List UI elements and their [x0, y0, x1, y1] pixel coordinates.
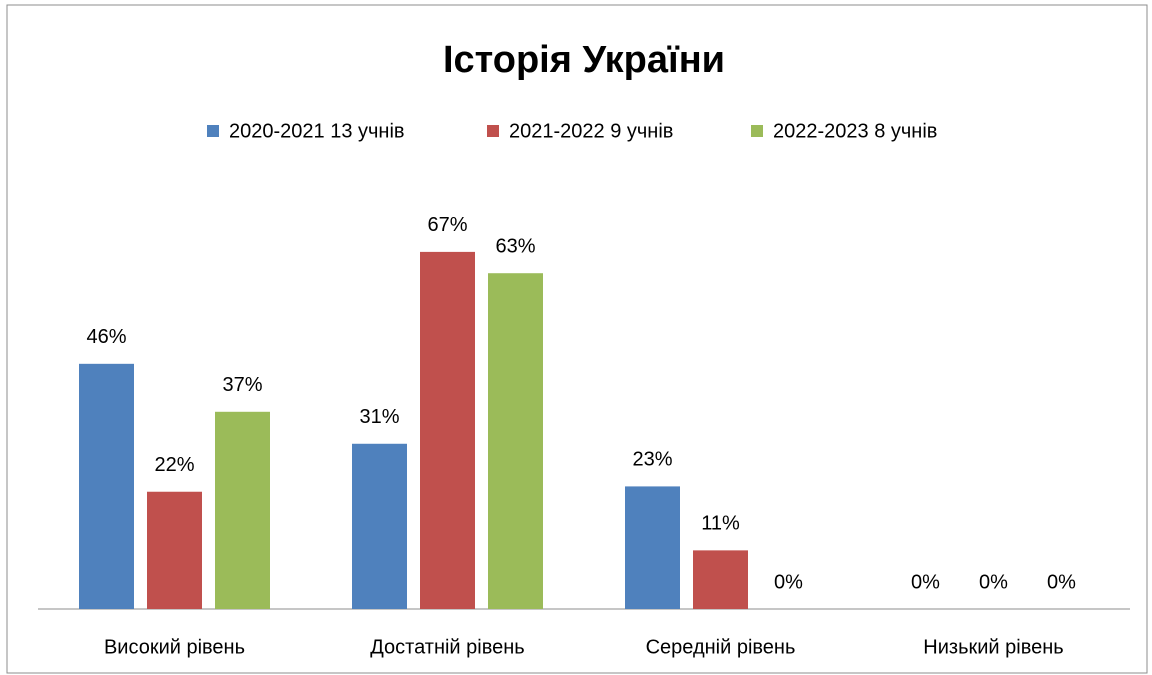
value-label: 23%	[632, 449, 672, 471]
chart-title: Історія України	[443, 39, 725, 81]
value-label: 46%	[86, 326, 126, 348]
value-label: 63%	[495, 235, 535, 257]
legend-swatch	[207, 125, 219, 137]
x-tick-label: Середній рівень	[646, 636, 796, 658]
value-label: 11%	[701, 513, 740, 535]
value-label: 22%	[154, 454, 194, 476]
bar	[693, 550, 748, 609]
value-label: 0%	[1047, 571, 1076, 593]
legend-label: 2021-2022 9 учнів	[509, 120, 673, 142]
bar	[488, 273, 543, 609]
bar	[215, 411, 270, 609]
value-label: 37%	[222, 374, 262, 396]
legend-swatch	[751, 125, 763, 137]
x-tick-label: Високий рівень	[104, 636, 245, 658]
legend-label: 2020-2021 13 учнів	[229, 120, 405, 142]
value-label: 0%	[911, 571, 940, 593]
x-tick-label: Достатній рівень	[370, 636, 524, 658]
bar	[420, 251, 475, 609]
value-label: 31%	[359, 406, 399, 428]
legend-label: 2022-2023 8 учнів	[773, 120, 937, 142]
bar	[352, 443, 407, 609]
value-label: 0%	[774, 571, 803, 593]
bar	[79, 363, 134, 609]
bar	[147, 491, 202, 609]
x-tick-label: Низький рівень	[923, 636, 1063, 658]
value-label: 0%	[979, 571, 1008, 593]
legend-swatch	[487, 125, 499, 137]
bar	[625, 486, 680, 609]
value-label: 67%	[427, 214, 467, 236]
